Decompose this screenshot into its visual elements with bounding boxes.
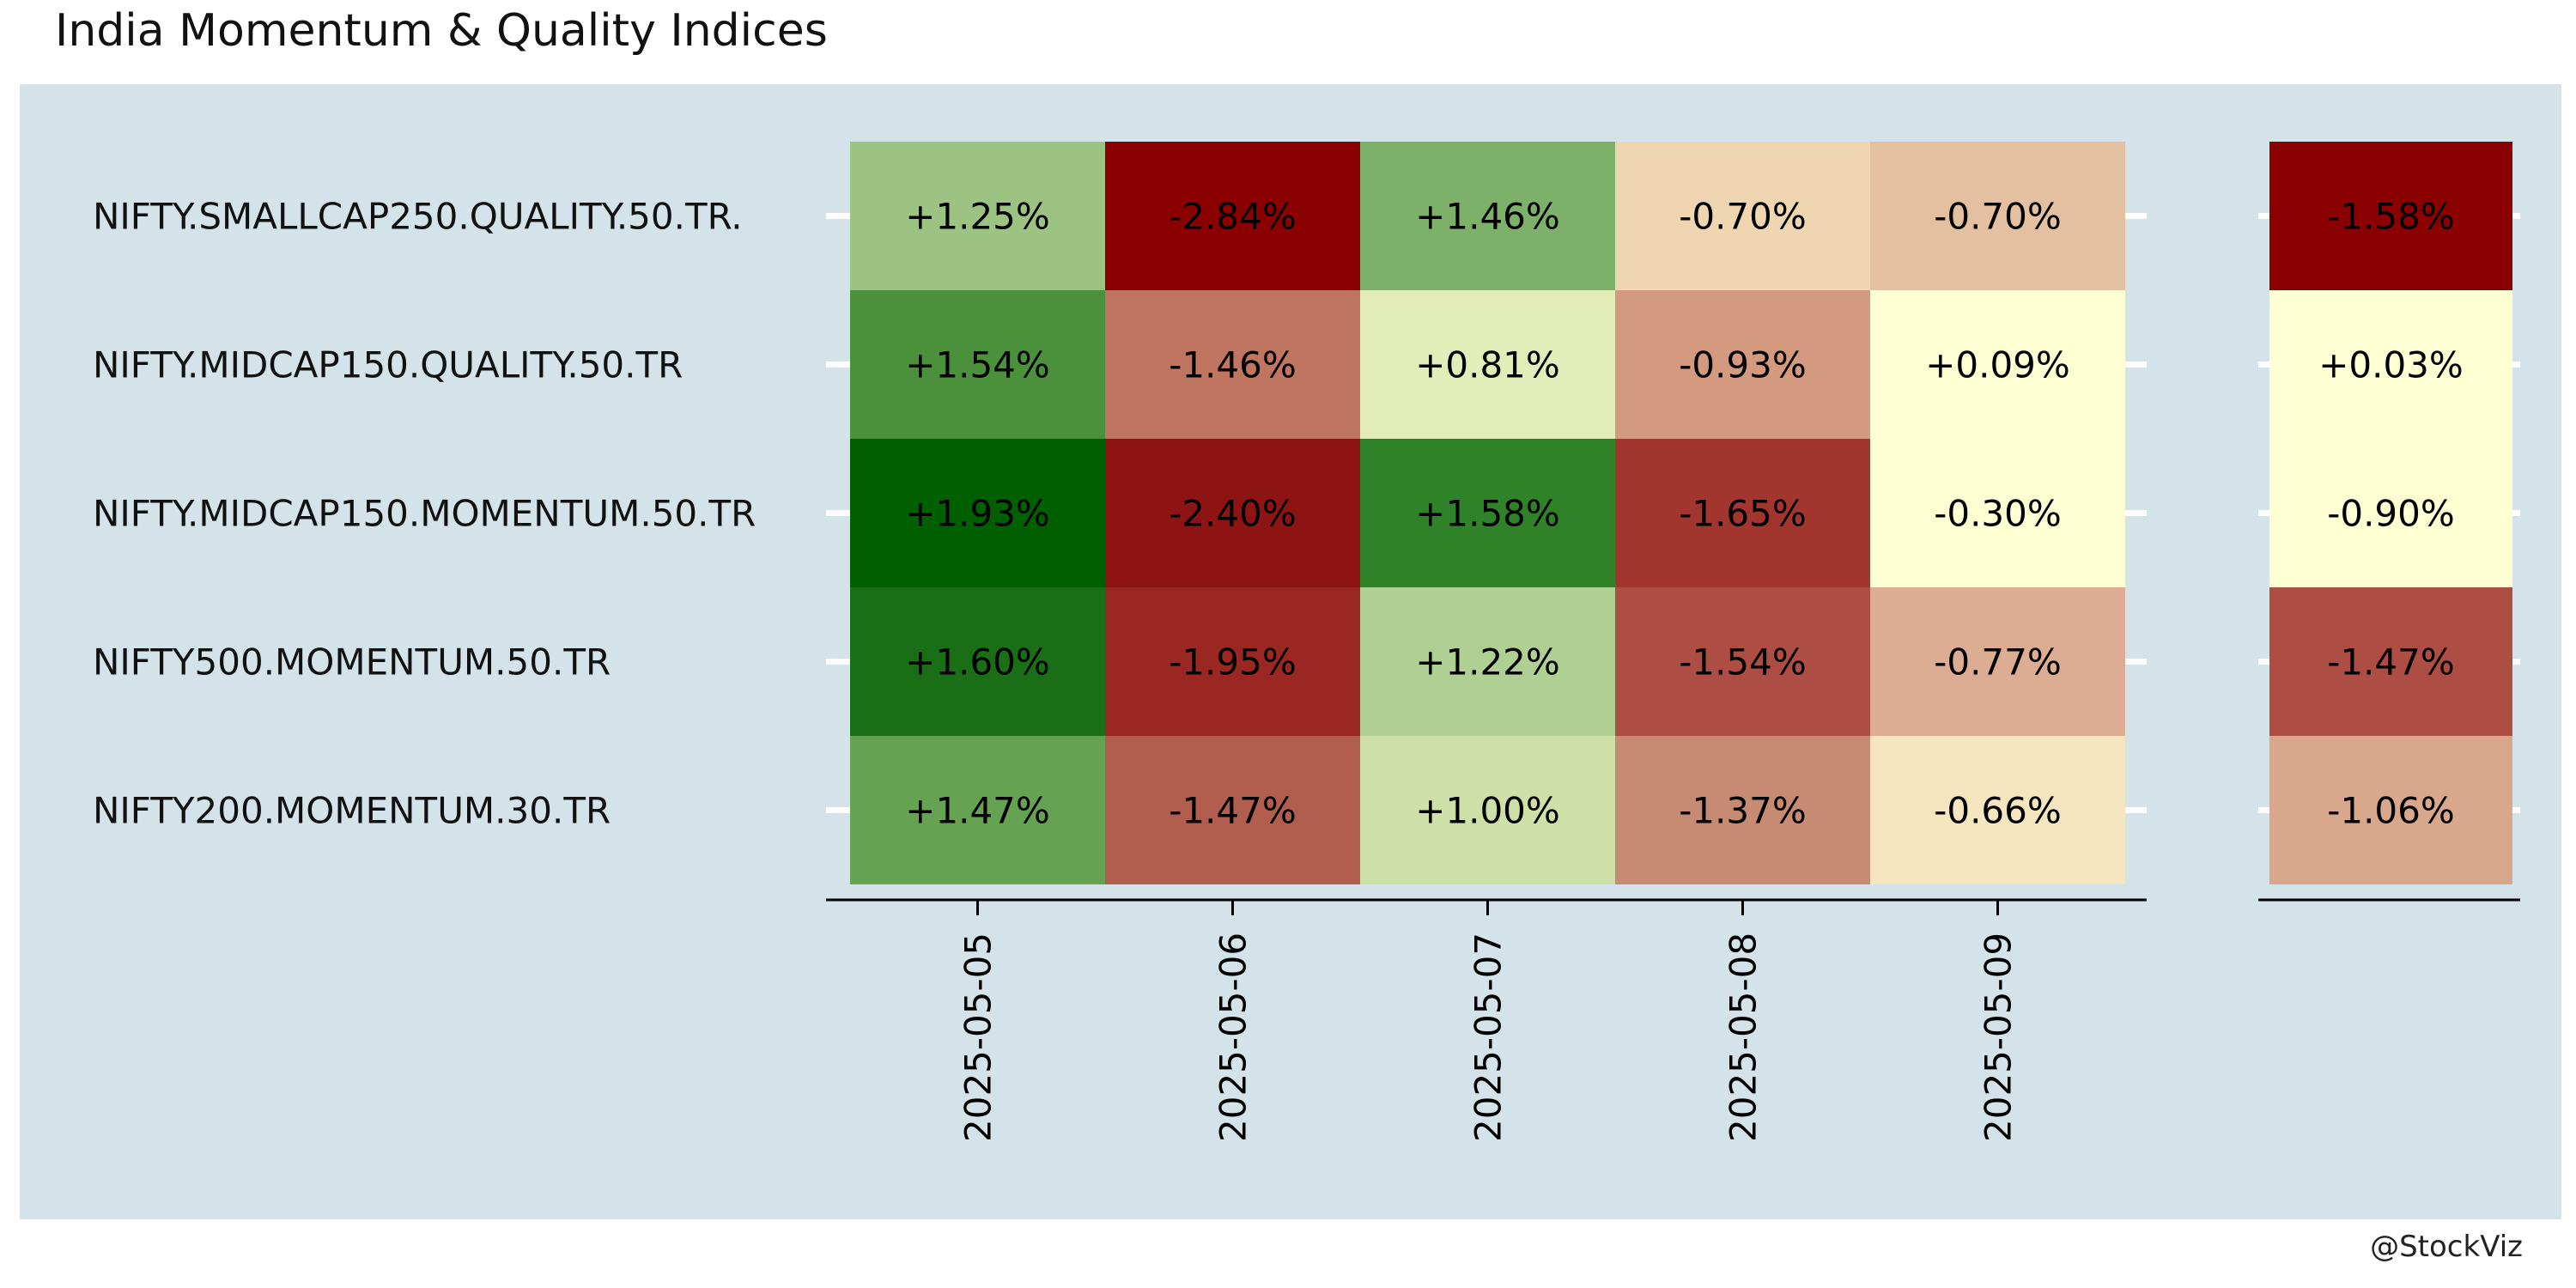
summary-cell (2269, 142, 2512, 290)
cell-value-label: +1.25% (905, 196, 1050, 238)
cell-value-label: +1.47% (905, 790, 1050, 832)
heatmap-cell (1105, 439, 1360, 587)
heatmap-cell (1615, 736, 1870, 884)
cell-value-label: +1.46% (1415, 196, 1560, 238)
summary-cell (2269, 587, 2512, 736)
summary-cell (2269, 439, 2512, 587)
heatmap-cell (1360, 736, 1615, 884)
row-label: NIFTY500.MOMENTUM.50.TR (93, 641, 611, 683)
cell-value-label: -0.77% (1934, 641, 2062, 683)
heatmap-cell (850, 142, 1105, 290)
summary-cell (2269, 290, 2512, 439)
cell-value-label: -1.65% (1679, 493, 1807, 535)
heatmap-cell (1360, 587, 1615, 736)
x-tick-label: 2025-05-08 (1722, 933, 1765, 1142)
cell-value-label: -0.93% (1679, 344, 1807, 386)
cell-value-label: -0.66% (1934, 790, 2062, 832)
cell-value-label: -2.84% (1169, 196, 1297, 238)
heatmap-cell (1870, 290, 2125, 439)
cell-value-label: +1.22% (1415, 641, 1560, 683)
summary-value-label: -1.58% (2327, 196, 2455, 238)
cell-value-label: -2.40% (1169, 493, 1297, 535)
x-tick-label: 2025-05-07 (1467, 933, 1510, 1142)
heatmap-cell (1615, 290, 1870, 439)
heatmap-cell (850, 439, 1105, 587)
heatmap-cell (850, 587, 1105, 736)
summary-value-label: -1.47% (2327, 641, 2455, 683)
cell-value-label: +1.54% (905, 344, 1050, 386)
heatmap-cell (1360, 439, 1615, 587)
x-tick-label: 2025-05-06 (1212, 933, 1255, 1142)
cell-value-label: -0.70% (1679, 196, 1807, 238)
cell-value-label: -0.70% (1934, 196, 2062, 238)
summary-value-label: -1.06% (2327, 790, 2455, 832)
heatmap-cell (1105, 290, 1360, 439)
heatmap-cell (1870, 439, 2125, 587)
heatmap-cell (1360, 290, 1615, 439)
heatmap-cell (1105, 587, 1360, 736)
chart-title: India Momentum & Quality Indices (55, 5, 828, 57)
row-label: NIFTY.MIDCAP150.MOMENTUM.50.TR (93, 493, 756, 535)
row-label: NIFTY.MIDCAP150.QUALITY.50.TR (93, 344, 683, 386)
cell-value-label: -1.95% (1169, 641, 1297, 683)
x-tick-label: 2025-05-09 (1978, 933, 2020, 1142)
cell-value-label: +1.93% (905, 493, 1050, 535)
x-tick-label: 2025-05-05 (957, 933, 999, 1142)
heatmap-cell (1615, 439, 1870, 587)
cell-value-label: +1.00% (1415, 790, 1560, 832)
cell-value-label: -1.37% (1679, 790, 1807, 832)
row-label: NIFTY200.MOMENTUM.30.TR (93, 790, 611, 832)
cell-value-label: -1.46% (1169, 344, 1297, 386)
summary-value-label: +0.03% (2318, 344, 2464, 386)
heatmap-cell (850, 290, 1105, 439)
heatmap-cell (1105, 142, 1360, 290)
cell-value-label: -0.30% (1934, 493, 2062, 535)
cell-value-label: +0.81% (1415, 344, 1560, 386)
summary-cell (2269, 736, 2512, 884)
heatmap-cell (850, 736, 1105, 884)
heatmap-cell (1870, 736, 2125, 884)
heatmap-cell (1360, 142, 1615, 290)
heatmap-cell (1870, 142, 2125, 290)
cell-value-label: +1.58% (1415, 493, 1560, 535)
heatmap-cell (1615, 587, 1870, 736)
cell-value-label: -1.47% (1169, 790, 1297, 832)
heatmap-cell (1870, 587, 2125, 736)
cell-value-label: -1.54% (1679, 641, 1807, 683)
heatmap-cell (1615, 142, 1870, 290)
credit-text: @StockViz (2370, 1230, 2523, 1264)
cell-value-label: +0.09% (1925, 344, 2070, 386)
summary-value-label: -0.90% (2327, 493, 2455, 535)
row-label: NIFTY.SMALLCAP250.QUALITY.50.TR. (93, 196, 743, 238)
cell-value-label: +1.60% (905, 641, 1050, 683)
heatmap-cell (1105, 736, 1360, 884)
